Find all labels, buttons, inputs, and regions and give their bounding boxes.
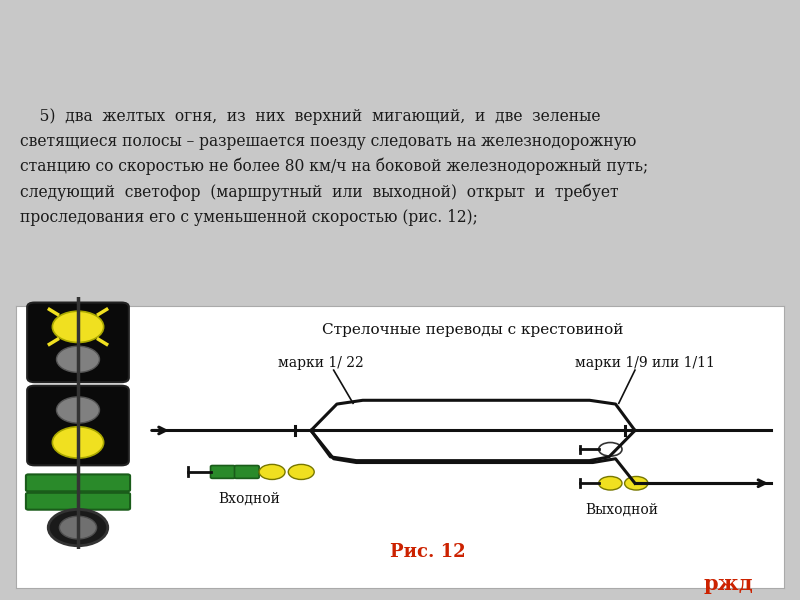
Text: марки 1/ 22: марки 1/ 22 bbox=[278, 356, 363, 370]
Circle shape bbox=[288, 464, 314, 479]
Text: ржд: ржд bbox=[703, 574, 753, 593]
Circle shape bbox=[57, 397, 99, 423]
Circle shape bbox=[625, 476, 648, 490]
FancyBboxPatch shape bbox=[210, 466, 235, 478]
Circle shape bbox=[48, 509, 108, 546]
Circle shape bbox=[52, 311, 104, 343]
Text: 5)  два  желтых  огня,  из  них  верхний  мигающий,  и  две  зеленые
светящиеся : 5) два желтых огня, из них верхний мигаю… bbox=[20, 108, 648, 226]
Text: Выходной: Выходной bbox=[586, 503, 658, 517]
Circle shape bbox=[598, 476, 622, 490]
Circle shape bbox=[57, 346, 99, 373]
FancyBboxPatch shape bbox=[234, 466, 259, 478]
Text: Входной: Входной bbox=[218, 491, 280, 506]
Circle shape bbox=[52, 427, 104, 458]
Text: Стрелочные переводы с крестовиной: Стрелочные переводы с крестовиной bbox=[322, 323, 624, 337]
Circle shape bbox=[259, 464, 285, 479]
Text: марки 1/9 или 1/11: марки 1/9 или 1/11 bbox=[574, 356, 714, 370]
Circle shape bbox=[598, 443, 622, 456]
Text: Рис. 12: Рис. 12 bbox=[390, 542, 466, 560]
FancyBboxPatch shape bbox=[27, 386, 129, 466]
FancyBboxPatch shape bbox=[27, 302, 129, 382]
Circle shape bbox=[59, 516, 97, 539]
FancyBboxPatch shape bbox=[26, 475, 130, 491]
FancyBboxPatch shape bbox=[26, 493, 130, 509]
